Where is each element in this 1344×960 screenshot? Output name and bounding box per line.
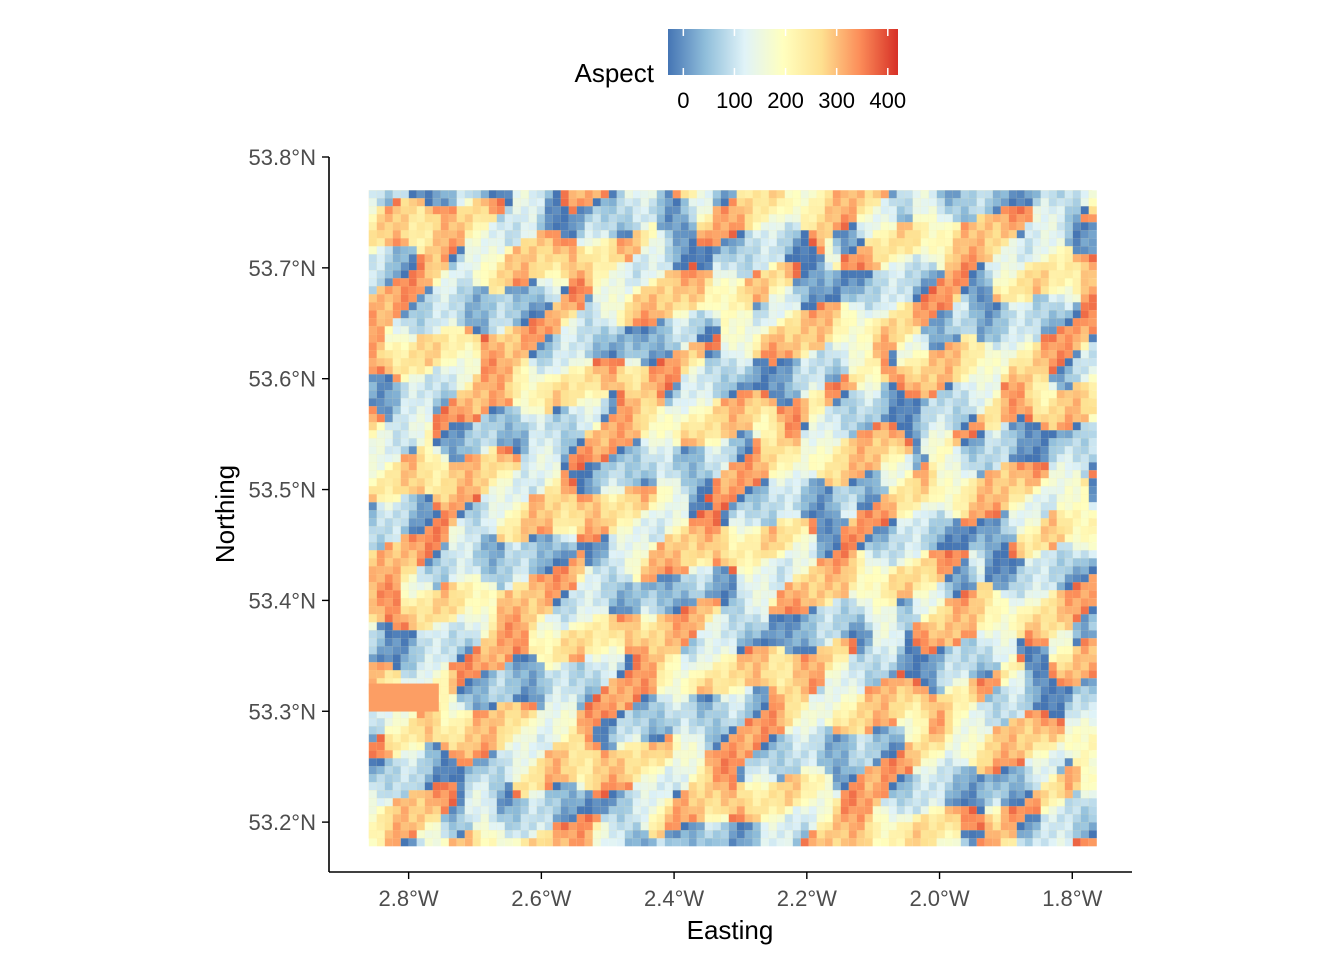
y-tick-label: 53.3°N <box>248 699 316 724</box>
y-tick-label: 53.6°N <box>248 367 316 392</box>
x-tick-label: 2.4°W <box>644 886 704 911</box>
y-axis-label: Northing <box>210 465 240 563</box>
y-tick-label: 53.2°N <box>248 810 316 835</box>
y-tick-label: 53.5°N <box>248 478 316 503</box>
y-tick-label: 53.4°N <box>248 588 316 613</box>
legend-title: Aspect <box>575 58 655 88</box>
legend-tick-label: 0 <box>677 88 689 113</box>
x-tick-label: 2.8°W <box>379 886 439 911</box>
x-axis-label: Easting <box>687 915 774 945</box>
legend-tick-label: 200 <box>767 88 804 113</box>
x-tick-label: 2.6°W <box>511 886 571 911</box>
raster-block <box>368 683 439 712</box>
x-tick-label: 1.8°W <box>1042 886 1102 911</box>
x-tick-label: 2.0°W <box>909 886 969 911</box>
legend-tick-label: 300 <box>818 88 855 113</box>
y-tick-label: 53.7°N <box>248 256 316 281</box>
aspect-raster <box>368 190 1097 847</box>
colorbar <box>668 29 898 75</box>
legend-tick-label: 100 <box>716 88 753 113</box>
legend-tick-label: 400 <box>869 88 906 113</box>
colorbar-legend: Aspect 0 100 200 300 400 <box>575 29 906 113</box>
y-tick-label: 53.8°N <box>248 145 316 170</box>
x-tick-label: 2.2°W <box>777 886 837 911</box>
axes: 2.8°W 2.6°W 2.4°W 2.2°W 2.0°W 1.8°W 53.8°N 53.… <box>210 145 1132 945</box>
